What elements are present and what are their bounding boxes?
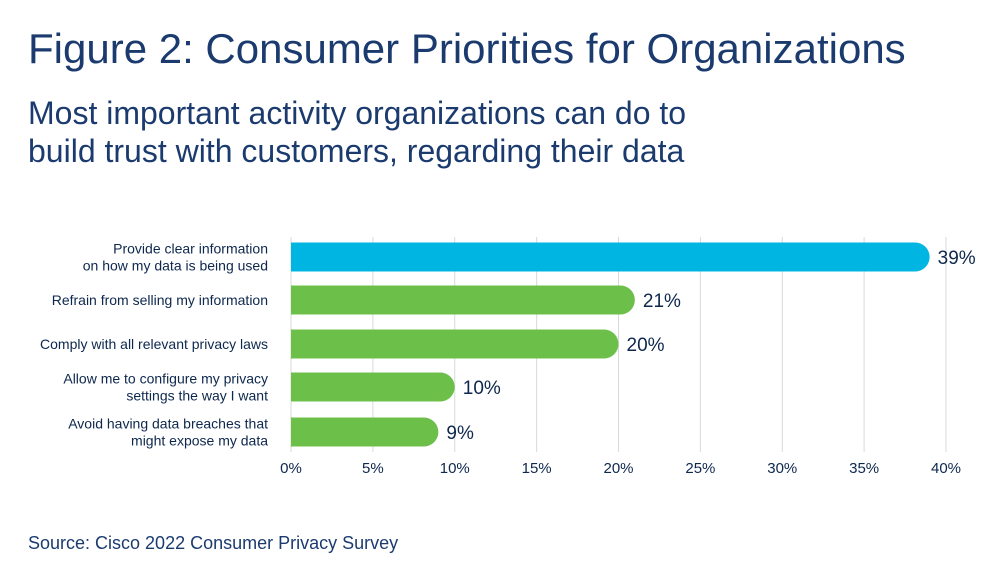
data-label: 21% bbox=[643, 291, 681, 312]
bar-left-cap bbox=[291, 417, 306, 447]
category-label: Refrain from selling my information bbox=[52, 292, 268, 308]
source-note: Source: Cisco 2022 Consumer Privacy Surv… bbox=[28, 533, 399, 553]
subtitle-line-1: Most important activity organizations ca… bbox=[28, 95, 687, 131]
x-tick-label: 5% bbox=[362, 460, 384, 477]
bar-left-cap bbox=[291, 372, 306, 402]
x-tick-label: 15% bbox=[522, 460, 552, 477]
x-tick-label: 0% bbox=[280, 460, 302, 477]
x-tick-label: 20% bbox=[603, 460, 633, 477]
bar bbox=[291, 329, 619, 359]
bar bbox=[291, 285, 635, 315]
x-tick-label: 25% bbox=[685, 460, 715, 477]
x-tick-label: 10% bbox=[440, 460, 470, 477]
data-label: 10% bbox=[463, 378, 501, 399]
subtitle-line-2: build trust with customers, regarding th… bbox=[28, 133, 685, 169]
x-tick-label: 40% bbox=[931, 460, 961, 477]
data-label: 9% bbox=[446, 423, 474, 444]
category-label: Provide clear information bbox=[113, 241, 268, 257]
category-label: settings the way I want bbox=[126, 388, 268, 404]
category-label: Avoid having data breaches that bbox=[68, 416, 268, 432]
chart-title: Figure 2: Consumer Priorities for Organi… bbox=[28, 25, 906, 72]
category-label: might expose my data bbox=[131, 433, 268, 449]
bar bbox=[291, 372, 455, 402]
data-label: 20% bbox=[627, 335, 665, 356]
bar bbox=[291, 417, 439, 447]
chart-subtitle: Most important activity organizations ca… bbox=[28, 94, 928, 170]
bar-left-cap bbox=[291, 329, 306, 359]
x-tick-label: 30% bbox=[767, 460, 797, 477]
bar-left-cap bbox=[291, 285, 306, 315]
bar-left-cap bbox=[291, 242, 306, 272]
data-label: 39% bbox=[938, 248, 976, 269]
category-label: Allow me to configure my privacy bbox=[63, 371, 268, 387]
category-label: Comply with all relevant privacy laws bbox=[40, 336, 268, 352]
bar bbox=[291, 242, 930, 272]
x-tick-label: 35% bbox=[849, 460, 879, 477]
category-label: on how my data is being used bbox=[83, 258, 268, 274]
